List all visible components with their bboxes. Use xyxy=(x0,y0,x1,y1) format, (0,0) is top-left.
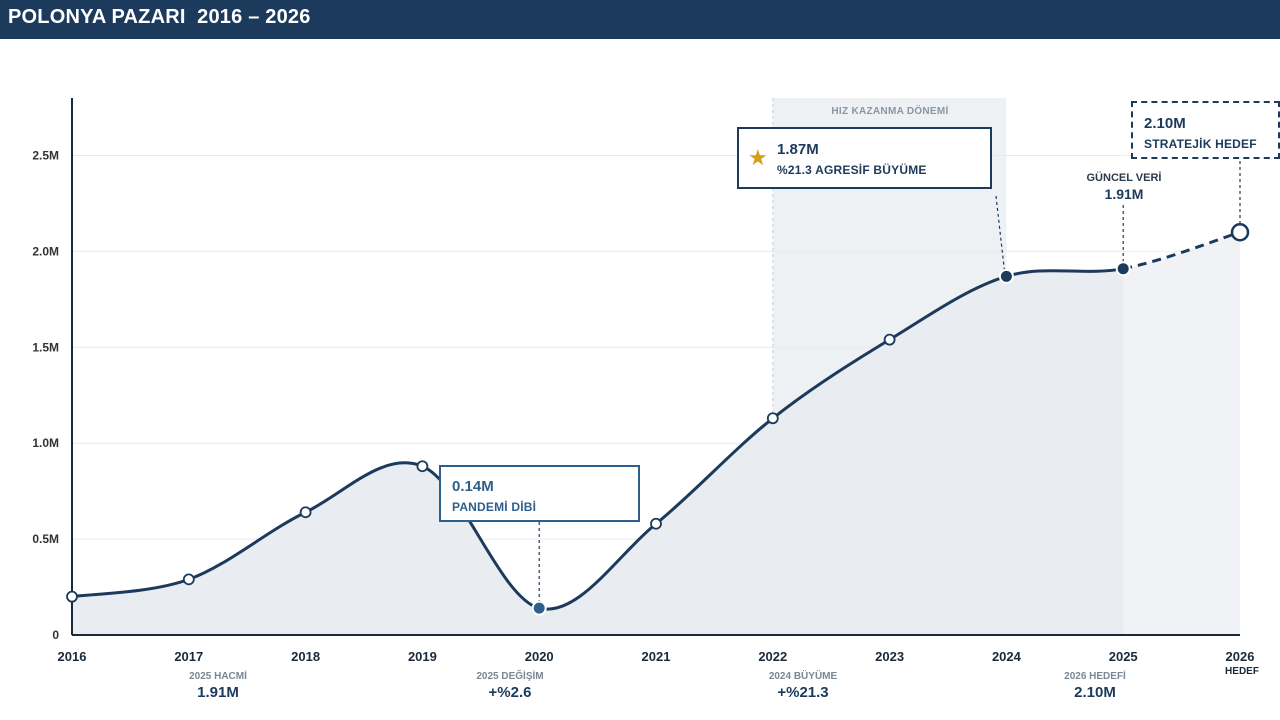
y-tick-label: 1.0M xyxy=(32,436,59,450)
data-point-2026 xyxy=(1230,223,1250,242)
current-data-annotation: GÜNCEL VERİ 1.91M xyxy=(1064,172,1184,202)
data-point-2016 xyxy=(66,590,78,603)
x-tick-label: 2025 xyxy=(1109,649,1138,664)
current-data-label: GÜNCEL VERİ xyxy=(1086,172,1162,184)
data-point-2024 xyxy=(998,268,1014,284)
x-tick-label: 2022 xyxy=(758,649,787,664)
growth-callout: ★ 1.87M %21.3 AGRESİF BÜYÜME xyxy=(737,127,992,189)
phase-label: HIZ KAZANMA DÖNEMİ xyxy=(831,106,949,117)
data-point-2025 xyxy=(1115,261,1131,277)
x-tick-label: 2017 xyxy=(174,649,203,664)
y-tick-label: 1.5M xyxy=(32,340,59,354)
header-bar: POLONYA PAZARI 2016 – 2026 xyxy=(0,0,1280,39)
kpi-growth-2024: 2024 BÜYÜME +%21.3 xyxy=(723,671,883,701)
data-point-2021 xyxy=(650,517,662,530)
page-title: POLONYA PAZARI 2016 – 2026 xyxy=(8,6,311,28)
star-icon: ★ xyxy=(748,145,768,170)
data-point-2022 xyxy=(766,412,779,425)
pandemic-callout-value: 0.14M xyxy=(452,478,494,495)
x-tick-label: 2018 xyxy=(291,649,320,664)
current-data-value: 1.91M xyxy=(1104,186,1144,202)
kpi-target-2026: 2026 HEDEFİ 2.10M xyxy=(1015,671,1175,701)
target-callout-label: STRATEJİK HEDEF xyxy=(1144,137,1257,151)
y-tick-label: 2.5M xyxy=(32,149,59,163)
pandemic-callout-label: PANDEMİ DİBİ xyxy=(452,500,537,514)
data-point-2018 xyxy=(299,506,312,519)
x-tick-label: 2021 xyxy=(642,649,671,664)
y-tick-label: 0.5M xyxy=(32,532,59,546)
area-fill xyxy=(72,232,1240,635)
data-point-2023 xyxy=(883,333,896,346)
x-tick-label: 2016 xyxy=(58,649,87,664)
pandemic-callout: 0.14M PANDEMİ DİBİ xyxy=(439,465,640,522)
y-tick-label: 0 xyxy=(52,628,59,642)
kpi-label: 2025 HACMİ xyxy=(189,671,247,682)
kpi-label: 2026 HEDEFİ xyxy=(1064,671,1126,682)
target-callout-value: 2.10M xyxy=(1144,115,1186,132)
kpi-value: 1.91M xyxy=(197,684,239,701)
growth-callout-label: %21.3 AGRESİF BÜYÜME xyxy=(777,163,927,177)
y-tick-label: 2.0M xyxy=(32,244,59,258)
x-tick-label: 2020 xyxy=(525,649,554,664)
x-tick-label: 2019 xyxy=(408,649,437,664)
x-tick-label: 2023 xyxy=(875,649,904,664)
series-line xyxy=(71,267,1124,611)
data-point-2020 xyxy=(531,600,547,616)
target-year-tag: HEDEF xyxy=(1225,666,1259,677)
x-tick-label: 2024 xyxy=(992,649,1022,664)
growth-callout-value: 1.87M xyxy=(777,141,819,158)
kpi-value: +%21.3 xyxy=(777,684,829,701)
kpi-value: +%2.6 xyxy=(488,684,532,701)
projection-overlay xyxy=(1123,98,1240,635)
x-tick-label: 2026 xyxy=(1226,649,1255,664)
data-point-2019 xyxy=(416,460,429,473)
market-line-chart: 0 0.5M 1.0M 1.5M 2.0M 2.5M 2016 2017 2018 2019 20… xyxy=(32,98,1255,664)
target-callout: 2.10M STRATEJİK HEDEF xyxy=(1131,101,1280,159)
kpi-change-2025: 2025 DEĞİŞİM +%2.6 xyxy=(430,671,590,701)
kpi-volume-2025: 2025 HACMİ 1.91M xyxy=(138,671,298,701)
data-point-2017 xyxy=(182,573,195,586)
growth-leader xyxy=(995,195,1005,271)
kpi-label: 2024 BÜYÜME xyxy=(768,671,838,682)
kpi-value: 2.10M xyxy=(1074,684,1116,701)
kpi-label: 2025 DEĞİŞİM xyxy=(476,671,544,682)
